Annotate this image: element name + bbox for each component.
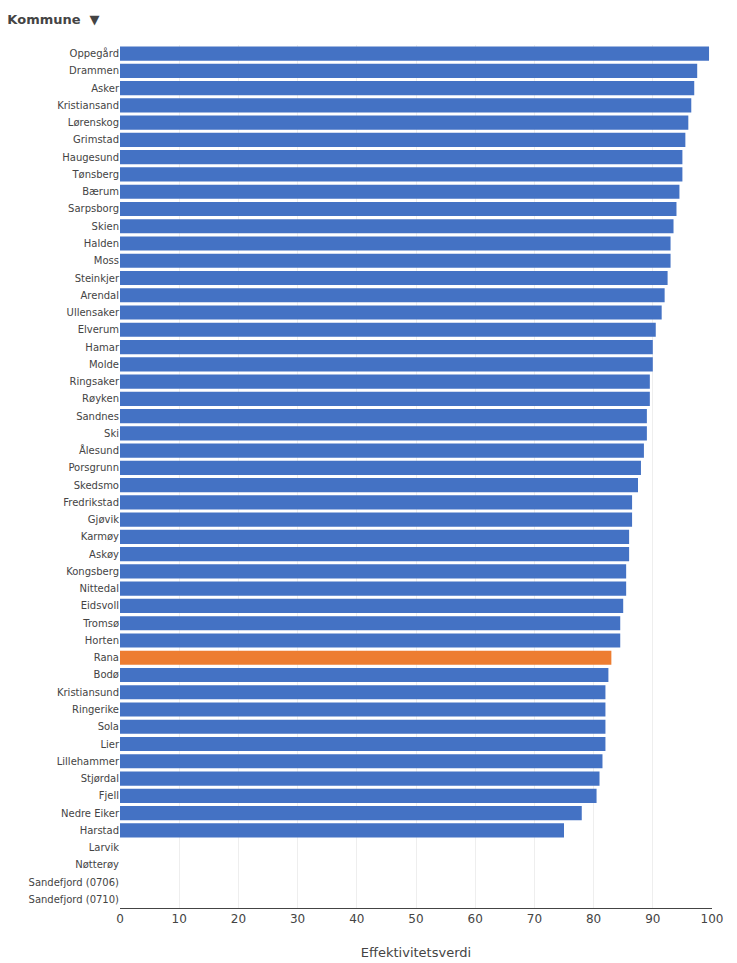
svg-text:Sandnes: Sandnes xyxy=(76,411,119,422)
svg-text:Røyken: Røyken xyxy=(82,393,119,404)
svg-text:Molde: Molde xyxy=(89,359,119,370)
svg-text:Eidsvoll: Eidsvoll xyxy=(81,600,119,611)
svg-text:Fredrikstad: Fredrikstad xyxy=(63,497,119,508)
svg-text:Lier: Lier xyxy=(100,739,120,750)
svg-text:Haugesund: Haugesund xyxy=(62,152,119,163)
svg-text:10: 10 xyxy=(172,912,187,926)
svg-text:Askøy: Askøy xyxy=(89,549,119,560)
svg-text:Sandefjord (0706): Sandefjord (0706) xyxy=(29,877,120,888)
svg-text:Horten: Horten xyxy=(85,635,119,646)
svg-text:Moss: Moss xyxy=(94,255,119,266)
svg-text:Elverum: Elverum xyxy=(78,324,119,335)
svg-text:Arendal: Arendal xyxy=(81,290,119,301)
svg-text:Fjell: Fjell xyxy=(99,790,119,801)
svg-text:60: 60 xyxy=(468,912,483,926)
svg-text:Harstad: Harstad xyxy=(80,825,119,836)
svg-text:Halden: Halden xyxy=(84,238,119,249)
svg-text:80: 80 xyxy=(586,912,601,926)
svg-text:Larvik: Larvik xyxy=(89,842,120,853)
svg-text:Hamar: Hamar xyxy=(85,342,120,353)
svg-text:Skedsmo: Skedsmo xyxy=(74,480,119,491)
svg-text:Sola: Sola xyxy=(98,721,119,732)
svg-text:Nøtterøy: Nøtterøy xyxy=(75,859,119,870)
svg-text:Drammen: Drammen xyxy=(69,65,119,76)
svg-text:30: 30 xyxy=(290,912,305,926)
svg-text:Nedre Eiker: Nedre Eiker xyxy=(61,808,120,819)
svg-text:Asker: Asker xyxy=(91,83,120,94)
svg-text:70: 70 xyxy=(527,912,542,926)
svg-text:90: 90 xyxy=(645,912,660,926)
svg-text:Nittedal: Nittedal xyxy=(79,583,119,594)
svg-text:Effektivitetsverdi: Effektivitetsverdi xyxy=(361,945,471,960)
svg-text:Ullensaker: Ullensaker xyxy=(67,307,120,318)
svg-text:Kongsberg: Kongsberg xyxy=(66,566,119,577)
svg-text:Porsgrunn: Porsgrunn xyxy=(68,462,119,473)
svg-text:Steinkjer: Steinkjer xyxy=(75,273,120,284)
svg-text:Sarpsborg: Sarpsborg xyxy=(68,203,119,214)
svg-text:Bodø: Bodø xyxy=(94,669,119,680)
svg-text:50: 50 xyxy=(408,912,423,926)
svg-text:Skien: Skien xyxy=(92,221,119,232)
svg-text:Lørenskog: Lørenskog xyxy=(68,117,119,128)
svg-text:Kristiansand: Kristiansand xyxy=(57,100,119,111)
svg-text:Tromsø: Tromsø xyxy=(82,618,119,629)
svg-text:Tønsberg: Tønsberg xyxy=(71,169,119,180)
svg-text:Grimstad: Grimstad xyxy=(73,134,119,145)
svg-text:100: 100 xyxy=(701,912,724,926)
svg-text:Ringerike: Ringerike xyxy=(72,704,119,715)
svg-text:Ringsaker: Ringsaker xyxy=(70,376,120,387)
svg-text:Stjørdal: Stjørdal xyxy=(81,773,119,784)
svg-text:Kristiansund: Kristiansund xyxy=(57,687,119,698)
svg-text:Gjøvik: Gjøvik xyxy=(88,514,119,525)
svg-text:Ski: Ski xyxy=(104,428,119,439)
svg-text:0: 0 xyxy=(116,912,124,926)
svg-text:Oppegård: Oppegård xyxy=(70,47,119,59)
svg-text:Lillehammer: Lillehammer xyxy=(57,756,120,767)
svg-text:Ålesund: Ålesund xyxy=(79,444,119,456)
svg-text:Rana: Rana xyxy=(94,652,119,663)
svg-text:Karmøy: Karmøy xyxy=(81,531,119,542)
svg-text:40: 40 xyxy=(349,912,364,926)
svg-text:Kommune ▼: Kommune ▼ xyxy=(7,12,99,27)
svg-text:Sandefjord (0710): Sandefjord (0710) xyxy=(29,894,120,905)
svg-text:20: 20 xyxy=(231,912,246,926)
svg-text:Bærum: Bærum xyxy=(82,186,119,197)
